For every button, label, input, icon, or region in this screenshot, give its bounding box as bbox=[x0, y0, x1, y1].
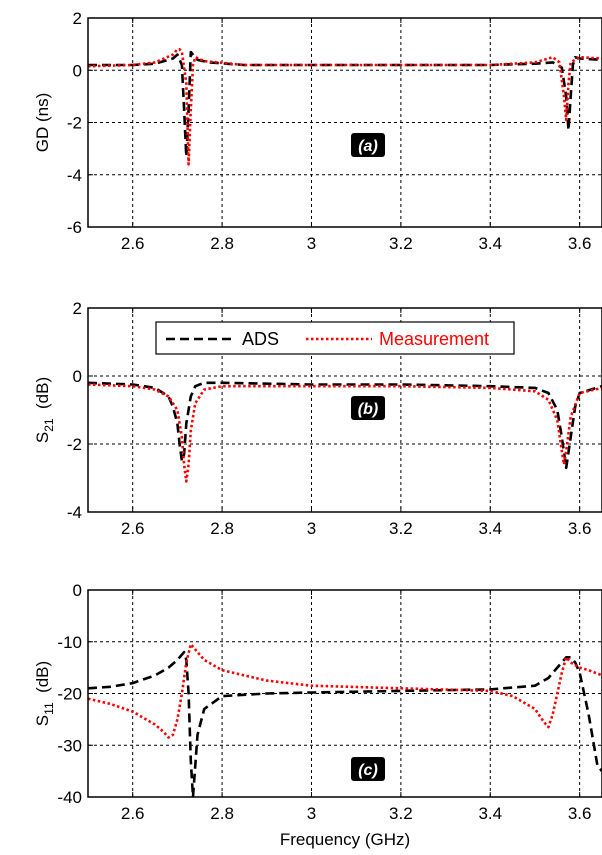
x-tick-label: 2.8 bbox=[210, 234, 234, 253]
series-line-ads bbox=[88, 650, 602, 797]
plot-frame bbox=[87, 589, 602, 798]
x-tick-label: 3 bbox=[307, 234, 316, 253]
x-tick-label: 2.6 bbox=[121, 234, 145, 253]
x-tick-label: 3.2 bbox=[389, 234, 413, 253]
plot-frame bbox=[87, 17, 602, 228]
y-tick-label: 0 bbox=[73, 581, 82, 600]
x-tick-label: 3 bbox=[307, 519, 316, 538]
series-line-measurement bbox=[88, 642, 602, 739]
panel-1: 2.6 2.8 3 3.2 3.4 3.6 -6 -4 -2 0 2 GD (ns) (a) bbox=[33, 9, 602, 253]
series-line-ads bbox=[88, 381, 602, 470]
panel-label-badge bbox=[351, 757, 385, 781]
legend: ADS Measurement bbox=[155, 321, 515, 355]
panel-label: (b) bbox=[358, 401, 378, 418]
y-tick-label: -10 bbox=[57, 633, 82, 652]
y-axis-label: GD (ns) bbox=[33, 93, 52, 153]
y-tick-label: -6 bbox=[67, 218, 82, 237]
y-tick-label: 2 bbox=[73, 9, 82, 28]
y-tick-label: 2 bbox=[73, 299, 82, 318]
x-tick-label: 2.8 bbox=[210, 519, 234, 538]
y-tick-label: -4 bbox=[67, 503, 82, 522]
y-axis-label: S11 (dB) bbox=[33, 661, 56, 726]
y-tick-label: -40 bbox=[57, 788, 82, 807]
x-tick-label: 2.6 bbox=[121, 804, 145, 823]
y-tick-label: -20 bbox=[57, 685, 82, 704]
panel-label: (c) bbox=[358, 762, 378, 779]
x-tick-label: 2.6 bbox=[121, 519, 145, 538]
legend-label-ads: ADS bbox=[242, 329, 279, 349]
series-line-measurement bbox=[88, 47, 602, 166]
plot-frame bbox=[87, 307, 602, 513]
x-tick-label: 3.6 bbox=[568, 234, 592, 253]
x-tick-label: 3.6 bbox=[568, 804, 592, 823]
x-tick-label: 3.4 bbox=[478, 234, 502, 253]
panel-2: 2.6 2.8 3 3.2 3.4 3.6 -4 -2 0 2 S21 (dB) (b) bbox=[33, 299, 602, 538]
x-tick-label: 3 bbox=[307, 804, 316, 823]
x-tick-label: 3.2 bbox=[389, 519, 413, 538]
y-tick-label: -2 bbox=[67, 114, 82, 133]
x-tick-label: 3.2 bbox=[389, 804, 413, 823]
y-tick-label: -30 bbox=[57, 736, 82, 755]
panel-label-badge bbox=[351, 396, 385, 420]
series-line-measurement bbox=[88, 383, 602, 483]
y-axis-label: S21 (dB) bbox=[33, 377, 56, 443]
y-tick-label: -2 bbox=[67, 435, 82, 454]
y-tick-label: -4 bbox=[67, 166, 82, 185]
y-tick-label: 0 bbox=[73, 61, 82, 80]
x-axis-label: Frequency (GHz) bbox=[280, 830, 410, 849]
x-tick-label: 3.4 bbox=[478, 519, 502, 538]
x-tick-label: 3.4 bbox=[478, 804, 502, 823]
x-tick-label: 2.8 bbox=[210, 804, 234, 823]
panel-label-badge bbox=[351, 133, 385, 157]
x-tick-label: 3.6 bbox=[568, 519, 592, 538]
series-line-ads bbox=[88, 50, 602, 158]
panel-label: (a) bbox=[358, 138, 378, 155]
y-tick-label: 0 bbox=[73, 367, 82, 386]
legend-label-measurement: Measurement bbox=[379, 329, 489, 349]
panel-3: 2.6 2.8 3 3.2 3.4 3.6 -40 -30 -20 -10 0 S11 (dB) (c) bbox=[33, 581, 602, 823]
